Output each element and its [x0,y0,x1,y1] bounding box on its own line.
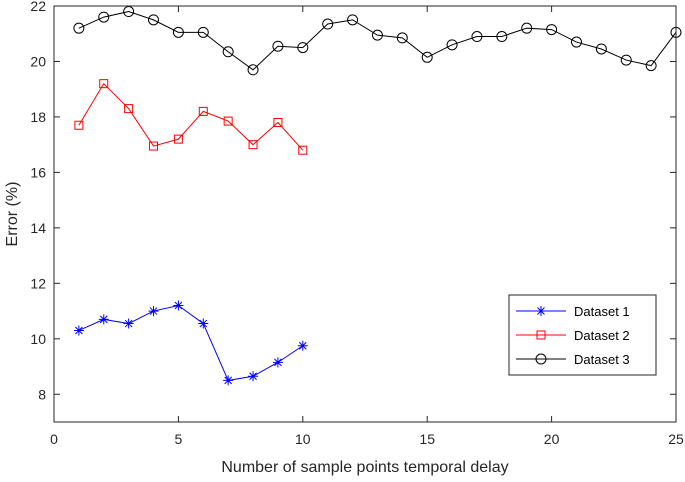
axes-box [53,5,677,423]
series-3-point [197,26,209,38]
series-3-point [371,29,383,41]
x-tick-label: 5 [175,431,183,447]
series-3-line [78,11,677,71]
y-tick-label: 10 [30,331,46,347]
series-3-point [620,54,632,66]
series-2-point [149,141,159,151]
series-2-point [248,140,258,150]
series-layer [73,6,682,386]
series-3-point [172,26,184,38]
x-tick-label: 0 [50,431,58,447]
series-3-point [595,43,607,55]
series-3-point [297,42,309,54]
series-2-point [273,117,283,127]
series-3-point [421,51,433,63]
series-3-point [570,36,582,48]
series-1-point [248,371,259,382]
y-tick-label: 16 [30,164,46,180]
series-2-point [173,134,183,144]
y-tick-label: 12 [30,275,46,291]
series-1-point [73,325,84,336]
legend-item-3: Dataset 3 [516,352,630,367]
series-3-point [73,22,85,34]
series-3-point [645,60,657,72]
series-3 [73,6,682,76]
series-3-point [247,64,259,76]
legend-marker [536,306,546,316]
series-3-point [272,40,284,52]
series-3-point [496,31,508,43]
series-1-point [198,318,209,329]
series-1-point [98,314,109,325]
series-3-point [98,11,110,23]
series-1-point [272,357,283,368]
series-1-point [123,318,134,329]
series-2-point [298,145,308,155]
y-axis-label: Error (%) [4,182,21,247]
series-3-point [546,24,558,36]
y-tick-label: 22 [30,0,46,14]
legend-marker [536,330,546,340]
x-tick-label: 20 [544,431,560,447]
series-1-point [297,340,308,351]
series-1-point [148,306,159,317]
series-3-point [322,18,334,30]
series-2-point [99,79,109,89]
y-tick-label: 20 [30,53,46,69]
legend-items: Dataset 1 Dataset 2 Dataset 3 [516,304,630,367]
series-3-point [123,6,135,18]
x-tick-label: 10 [295,431,311,447]
series-3-point [396,32,408,44]
y-tick-label: 8 [38,386,46,402]
series-1-point [173,300,184,311]
legend-marker [535,353,547,365]
series-1-line [78,304,304,381]
series-3-point [148,14,160,26]
series-2-point [124,104,134,114]
series-3-point [347,14,359,26]
y-tick-label: 14 [30,220,46,236]
series-2 [74,79,308,155]
series-3-point [521,22,533,34]
x-tick-label: 15 [419,431,435,447]
series-1 [73,300,308,386]
axes-layer: 0 5 10 15 20 25 8 10 12 14 16 18 20 22 [30,0,684,447]
x-axis-label: Number of sample points temporal delay [221,459,508,476]
legend-label: Dataset 1 [574,304,630,319]
series-3-point [446,39,458,51]
series-2-point [223,116,233,126]
series-1-point [223,375,234,386]
y-tick-label: 18 [30,109,46,125]
legend-item-1: Dataset 1 [516,304,630,319]
legend-label: Dataset 3 [574,352,630,367]
series-3-point [471,31,483,43]
legend-label: Dataset 2 [574,328,630,343]
series-3-point [222,46,234,58]
series-2-point [74,120,84,130]
x-tick-label: 25 [668,431,684,447]
series-2-line [78,82,304,151]
series-2-point [198,106,208,116]
legend: Dataset 1 Dataset 2 Dataset 3 [508,294,657,376]
legend-item-2: Dataset 2 [516,328,630,343]
